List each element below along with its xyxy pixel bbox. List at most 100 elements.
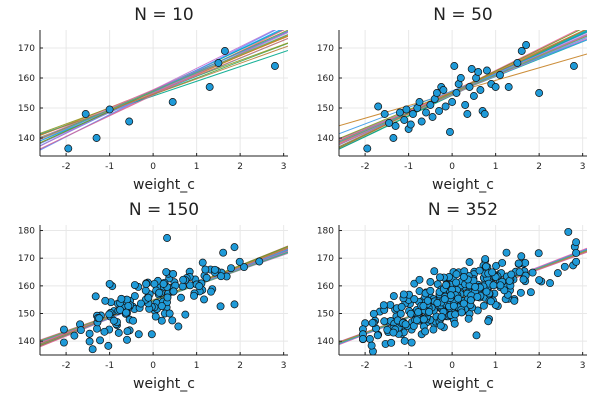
data-point [85, 329, 94, 338]
data-point [572, 257, 581, 266]
data-point [474, 68, 483, 76]
data-point [200, 295, 208, 304]
data-point [450, 62, 459, 70]
data-point [202, 273, 211, 282]
data-point [368, 318, 377, 327]
data-point [207, 287, 215, 296]
data-point [105, 310, 114, 319]
data-point [397, 302, 406, 311]
data-point [463, 110, 472, 118]
y-tick-label: 150 [317, 310, 334, 320]
data-point [513, 59, 522, 67]
data-point [157, 316, 166, 325]
data-point [385, 119, 393, 127]
data-point [144, 293, 153, 302]
data-point [423, 296, 432, 305]
data-point [117, 294, 126, 303]
data-point [81, 110, 90, 118]
data-point [142, 279, 151, 288]
data-point [465, 83, 474, 91]
data-point [414, 308, 423, 317]
data-point [412, 316, 421, 325]
y-tick-label: 160 [317, 282, 334, 292]
data-point [88, 345, 97, 354]
data-point [391, 122, 400, 130]
data-point [517, 252, 526, 261]
data-point [181, 310, 190, 319]
data-point [91, 292, 100, 301]
data-point [459, 299, 468, 308]
x-tick-label: 2 [237, 162, 243, 172]
data-point [435, 107, 444, 115]
data-point [365, 335, 374, 343]
panel-4: -2 -1 0 1 2 3 140 150 160 170 180 N = 352 weight_c [317, 200, 587, 392]
y-tick-label: 140 [18, 134, 35, 144]
y-tick-label: 140 [317, 134, 334, 144]
data-point [195, 282, 204, 291]
data-point [465, 258, 474, 267]
y-tick-label: 170 [317, 44, 334, 54]
data-point [459, 273, 468, 281]
x-tick-label: 2 [536, 162, 542, 172]
data-point [484, 317, 493, 326]
data-point [440, 295, 449, 304]
data-point [374, 102, 383, 111]
data-point [157, 302, 166, 310]
data-point [389, 328, 398, 337]
data-point [452, 270, 461, 279]
data-point [425, 307, 434, 316]
data-point [64, 144, 73, 153]
data-point [130, 292, 139, 301]
scatter-points [358, 227, 581, 355]
data-point [217, 272, 225, 281]
data-point [104, 341, 113, 350]
x-tick-label: -1 [404, 162, 413, 172]
data-point [169, 287, 178, 296]
data-point [125, 117, 134, 126]
y-tick-label: 150 [317, 104, 334, 114]
data-point [441, 102, 450, 111]
data-point [100, 327, 109, 336]
data-point [436, 321, 445, 330]
data-point [475, 266, 484, 275]
data-point [400, 116, 409, 124]
data-point [464, 314, 473, 323]
x-axis-label: weight_c [432, 376, 494, 392]
data-point [449, 301, 458, 310]
data-point [429, 325, 438, 334]
data-point [442, 281, 450, 289]
data-point [151, 312, 160, 321]
data-point [426, 286, 435, 295]
data-point [422, 108, 430, 117]
panel-title: N = 352 [428, 200, 498, 220]
data-point [469, 92, 478, 100]
data-point [496, 281, 505, 290]
data-point [59, 338, 68, 347]
data-point [136, 299, 145, 308]
data-point [421, 327, 430, 336]
data-point [472, 331, 481, 340]
data-point [415, 98, 424, 106]
data-point [515, 268, 524, 276]
data-point [482, 262, 491, 271]
data-point [123, 335, 131, 344]
data-point [130, 281, 139, 289]
data-point [467, 65, 476, 73]
regression-lines [40, 30, 288, 151]
data-point [452, 278, 460, 287]
data-point [105, 105, 114, 114]
data-point [85, 337, 94, 346]
data-point [479, 301, 488, 310]
data-point [560, 262, 569, 271]
data-point [387, 338, 396, 347]
x-tick-label: -2 [62, 361, 71, 371]
y-tick-label: 180 [18, 227, 35, 237]
x-tick-label: -2 [361, 162, 370, 172]
data-point [379, 301, 388, 310]
x-tick-label: 3 [580, 361, 586, 371]
data-point [369, 309, 378, 318]
x-tick-label: 1 [194, 162, 200, 172]
data-point [363, 144, 372, 153]
panel-2: -2 -1 0 1 2 3 140 150 160 170 N = 50 weight_c [317, 5, 587, 193]
